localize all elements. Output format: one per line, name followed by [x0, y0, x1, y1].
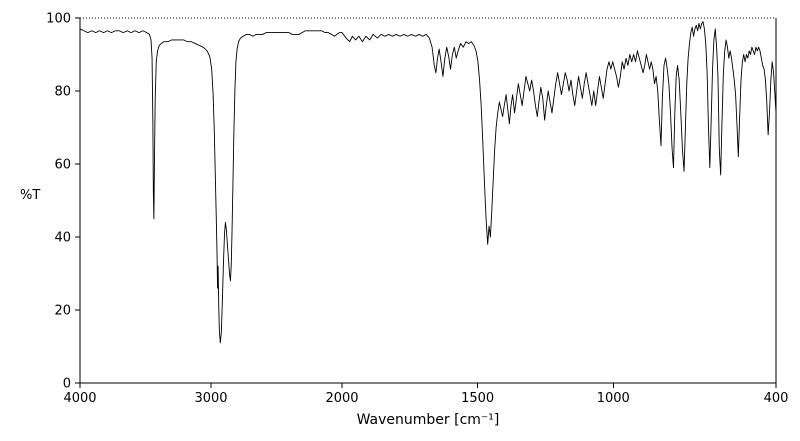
- y-tick-label: 100: [46, 12, 71, 27]
- y-tick-label: 80: [54, 85, 71, 100]
- y-tick-label: 40: [54, 231, 71, 246]
- x-tick-label: 400: [764, 391, 789, 406]
- y-axis-label: %T: [20, 188, 41, 203]
- x-tick-label: 1500: [461, 391, 494, 406]
- x-tick-label: 1000: [597, 391, 630, 406]
- x-tick-label: 4000: [63, 391, 96, 406]
- y-tick-label: 20: [54, 304, 71, 319]
- x-axis-label: Wavenumber [cm⁻¹]: [356, 412, 500, 428]
- y-tick-label: 0: [63, 377, 71, 392]
- y-tick-label: 60: [54, 158, 71, 173]
- x-tick-label: 2000: [325, 391, 358, 406]
- spectrum-trace: [79, 21, 777, 344]
- x-tick-label: 3000: [194, 391, 227, 406]
